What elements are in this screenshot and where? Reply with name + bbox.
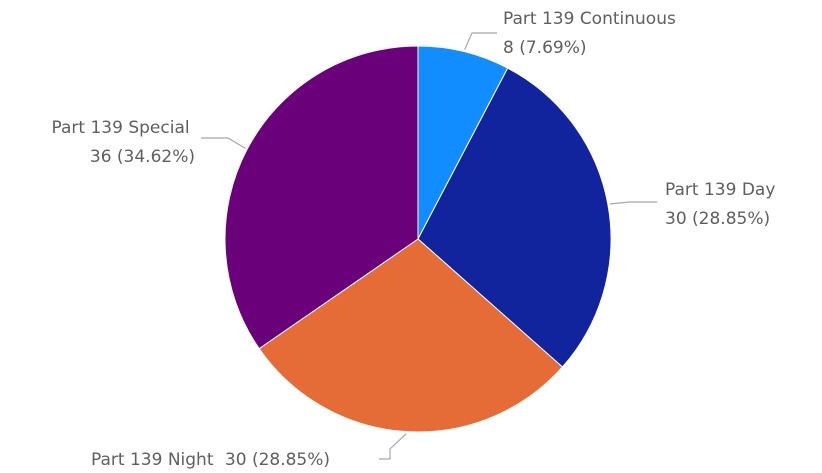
slice-label-name: Part 139 Continuous xyxy=(503,9,676,29)
slice-label-name: Part 139 Special xyxy=(52,118,190,138)
leader-lines-layer xyxy=(201,32,657,460)
slice-label-part-139-special: Part 139 Special 36 (34.62%) xyxy=(52,118,195,167)
slice-label-part-139-continuous: Part 139 Continuous 8 (7.69%) xyxy=(503,9,681,58)
slice-label-name: Part 139 Day xyxy=(665,180,775,200)
pie-slice-part-139-night[interactable] xyxy=(258,238,564,433)
leader-line-part-139-night xyxy=(379,433,407,460)
slice-label-name: Part 139 Night xyxy=(91,450,214,470)
leader-line-part-139-day xyxy=(609,201,657,205)
slice-label-part-139-day: Part 139 Day 30 (28.85%) xyxy=(665,180,781,229)
slice-label-part-139-night: Part 139 Night 30 (28.85%) xyxy=(91,450,330,470)
slices-layer xyxy=(224,45,612,433)
pie-slice-part-139-special[interactable] xyxy=(224,45,419,350)
slice-label-value: 30 (28.85%) xyxy=(665,209,770,229)
leader-line-part-139-special xyxy=(201,137,246,149)
slice-label-value: 30 (28.85%) xyxy=(225,450,330,470)
pie-slice-part-139-day[interactable] xyxy=(417,67,612,368)
slice-label-value: 36 (34.62%) xyxy=(90,147,195,167)
leader-line-part-139-continuous xyxy=(464,32,497,50)
slice-label-value: 8 (7.69%) xyxy=(503,38,587,58)
pie-slice-part-139-continuous[interactable] xyxy=(417,45,509,240)
